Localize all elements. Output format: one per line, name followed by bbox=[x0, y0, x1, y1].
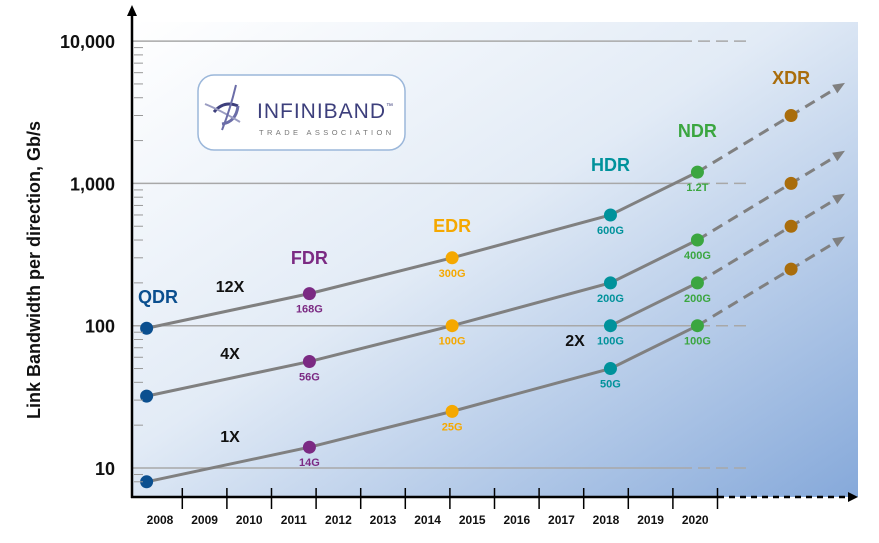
series-label: 1X bbox=[220, 429, 240, 446]
data-point-HDR-12X bbox=[603, 208, 617, 222]
x-tick-label: 2008 bbox=[147, 513, 174, 527]
y-tick-label: 10,000 bbox=[60, 32, 115, 52]
generation-label-ndr: NDR bbox=[678, 121, 717, 141]
data-label: 300G bbox=[439, 268, 466, 280]
data-label: 25G bbox=[442, 421, 463, 433]
generation-label-fdr: FDR bbox=[291, 248, 328, 268]
x-tick-label: 2012 bbox=[325, 513, 352, 527]
logo-subtitle: TRADE ASSOCIATION bbox=[259, 128, 395, 137]
x-tick-label: 2020 bbox=[682, 513, 709, 527]
x-tick-label: 2016 bbox=[503, 513, 530, 527]
y-tick-label: 100 bbox=[85, 317, 115, 337]
data-point-HDR-1X bbox=[603, 362, 617, 376]
x-tick-label: 2010 bbox=[236, 513, 263, 527]
series-label: 2X bbox=[565, 333, 585, 350]
data-point-HDR-4X bbox=[603, 276, 617, 290]
data-label: 100G bbox=[439, 336, 466, 348]
data-point-XDR-2X bbox=[784, 219, 798, 233]
data-label: 400G bbox=[684, 250, 711, 262]
x-tick-label: 2018 bbox=[593, 513, 620, 527]
data-point-FDR-1X bbox=[302, 440, 316, 454]
data-label: 200G bbox=[684, 293, 711, 305]
data-label: 100G bbox=[597, 336, 624, 348]
infiniband-logo: INFINIBAND™ TRADE ASSOCIATION bbox=[197, 74, 406, 151]
projection-arrow-icon bbox=[832, 82, 845, 94]
generation-label-qdr: QDR bbox=[138, 287, 178, 307]
data-point-FDR-12X bbox=[302, 287, 316, 301]
data-point-XDR-1X bbox=[784, 262, 798, 276]
projection-line-2X bbox=[696, 195, 840, 285]
projection-line-12X bbox=[696, 85, 840, 174]
data-label: 168G bbox=[296, 304, 323, 316]
projection-arrow-icon bbox=[832, 193, 845, 205]
logo-name: INFINIBAND™ bbox=[257, 100, 394, 123]
y-tick-label: 1,000 bbox=[70, 174, 115, 194]
data-point-QDR-1X bbox=[140, 475, 154, 489]
data-point-EDR-1X bbox=[445, 404, 459, 418]
data-label: 100G bbox=[684, 336, 711, 348]
data-point-NDR-12X bbox=[690, 165, 704, 179]
x-tick-label: 2019 bbox=[637, 513, 664, 527]
projection-line-4X bbox=[696, 153, 840, 242]
x-axis-arrow-icon bbox=[848, 492, 858, 502]
series-line-2X bbox=[609, 281, 699, 328]
data-point-EDR-12X bbox=[445, 251, 459, 265]
data-label: 50G bbox=[600, 379, 621, 391]
projection-arrow-icon bbox=[832, 150, 845, 162]
data-label: 1.2T bbox=[686, 182, 708, 194]
x-tick-label: 2011 bbox=[281, 513, 307, 527]
data-point-QDR-4X bbox=[140, 389, 154, 403]
data-label: 56G bbox=[299, 372, 320, 384]
generation-label-hdr: HDR bbox=[591, 155, 630, 175]
data-point-NDR-1X bbox=[690, 319, 704, 333]
y-tick-label: 10 bbox=[95, 459, 115, 479]
data-point-NDR-4X bbox=[690, 233, 704, 247]
x-tick-label: 2009 bbox=[191, 513, 218, 527]
series-label: 4X bbox=[220, 346, 240, 363]
logo-swirl-icon bbox=[204, 84, 241, 131]
series-label: 12X bbox=[216, 279, 245, 296]
data-point-XDR-12X bbox=[784, 109, 798, 123]
generation-label-edr: EDR bbox=[433, 216, 471, 236]
data-point-QDR-12X bbox=[140, 321, 154, 335]
data-point-XDR-4X bbox=[784, 176, 798, 190]
projection-arrow-icon bbox=[832, 236, 845, 247]
data-point-HDR-2X bbox=[603, 319, 617, 333]
data-label: 200G bbox=[597, 293, 624, 305]
data-point-NDR-2X bbox=[690, 276, 704, 290]
x-tick-label: 2014 bbox=[414, 513, 441, 527]
x-tick-label: 2015 bbox=[459, 513, 486, 527]
x-tick-label: 2017 bbox=[548, 513, 575, 527]
projection-line-1X bbox=[696, 238, 840, 327]
data-label: 14G bbox=[299, 457, 320, 469]
data-point-FDR-4X bbox=[302, 355, 316, 369]
data-point-EDR-4X bbox=[445, 319, 459, 333]
generation-label-xdr: XDR bbox=[772, 68, 810, 88]
y-axis-label: Link Bandwidth per direction, Gb/s bbox=[24, 121, 44, 419]
y-axis-arrow-icon bbox=[127, 5, 137, 16]
data-label: 600G bbox=[597, 225, 624, 237]
x-tick-label: 2013 bbox=[370, 513, 397, 527]
